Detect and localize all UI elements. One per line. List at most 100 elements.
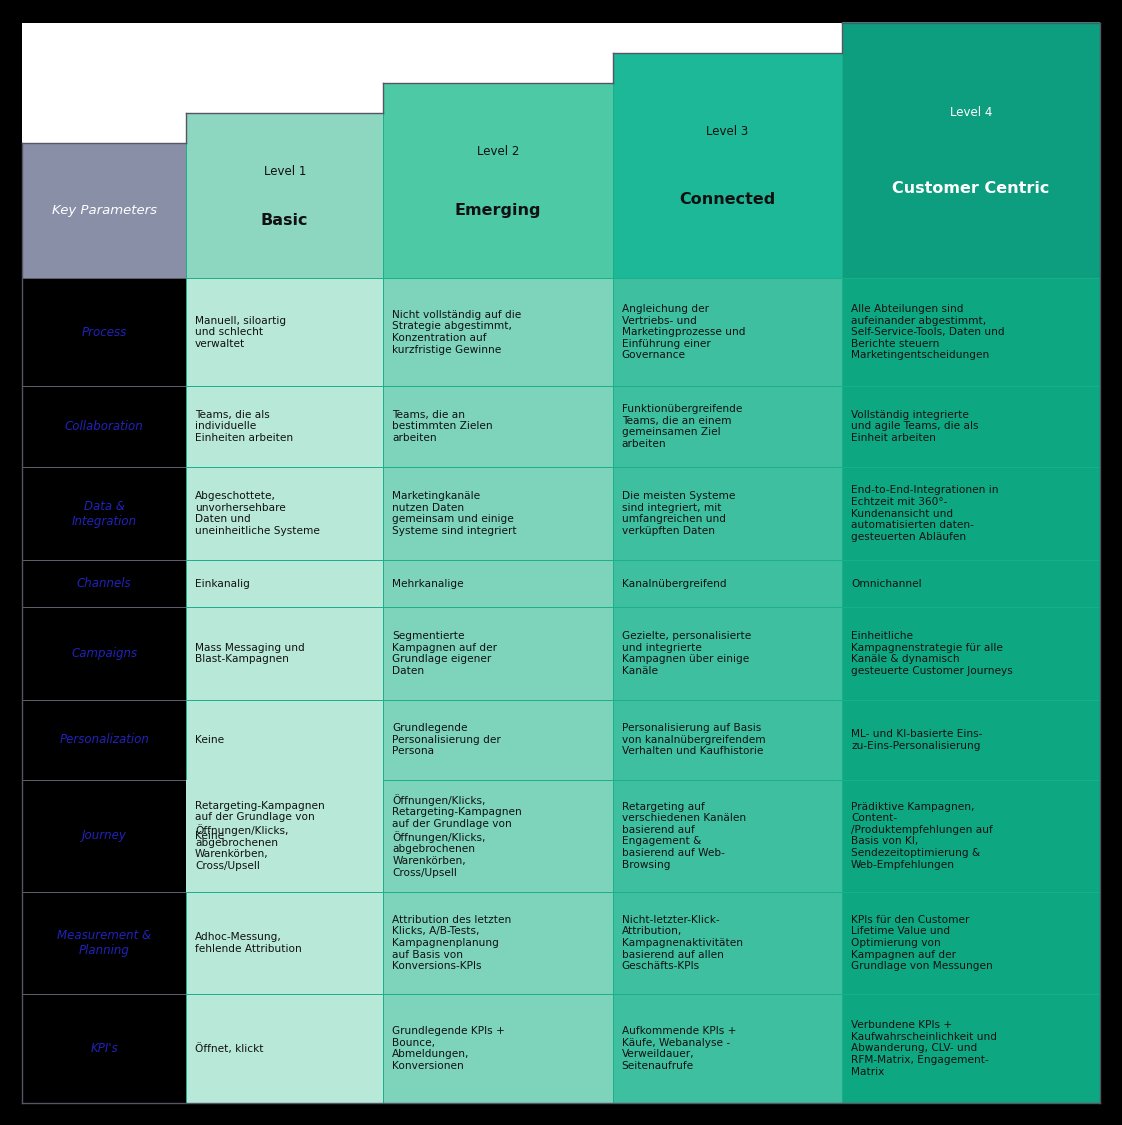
Bar [22,700,186,780]
Text: Level 2: Level 2 [477,145,519,158]
Text: Channels: Channels [77,577,131,591]
Bar [22,279,186,386]
Bar [384,386,613,467]
Bar [613,279,843,386]
Bar [186,386,384,467]
Text: Abgeschottete,
unvorhersehbare
Daten und
uneinheitliche Systeme: Abgeschottete, unvorhersehbare Daten und… [195,492,320,537]
Bar [186,892,384,994]
Text: Funktionübergreifende
Teams, die an einem
gemeinsamen Ziel
arbeiten: Funktionübergreifende Teams, die an eine… [622,404,742,449]
Text: Prädiktive Kampagnen,
Content-
/Produktempfehlungen auf
Basis von KI,
Sendezeito: Prädiktive Kampagnen, Content- /Produkte… [852,802,993,870]
Bar [613,994,843,1102]
Bar [613,608,843,700]
Bar [186,560,384,608]
Text: Teams, die an
bestimmten Zielen
arbeiten: Teams, die an bestimmten Zielen arbeiten [393,410,493,443]
Text: Level 3: Level 3 [706,125,748,138]
Bar [22,892,186,994]
Bar [186,279,384,386]
Bar [843,700,1100,780]
Bar [186,780,384,892]
Text: Teams, die als
individuelle
Einheiten arbeiten: Teams, die als individuelle Einheiten ar… [195,410,293,443]
Text: Key Parameters: Key Parameters [52,205,157,217]
Text: Vollständig integrierte
und agile Teams, die als
Einheit arbeiten: Vollständig integrierte und agile Teams,… [852,410,978,443]
Text: Adhoc-Messung,
fehlende Attribution: Adhoc-Messung, fehlende Attribution [195,933,302,954]
Bar [613,700,843,780]
Text: Level 1: Level 1 [264,164,306,178]
Bar [186,994,384,1102]
Bar [22,994,186,1102]
Text: KPIs für den Customer
Lifetime Value und
Optimierung von
Kampagnen auf der
Grund: KPIs für den Customer Lifetime Value und… [852,915,993,971]
Text: Nicht vollständig auf die
Strategie abgestimmt,
Konzentration auf
kurzfristige G: Nicht vollständig auf die Strategie abge… [393,309,522,354]
Bar [384,892,613,994]
Text: End-to-End-Integrationen in
Echtzeit mit 360°-
Kundenansicht und
automatisierten: End-to-End-Integrationen in Echtzeit mit… [852,486,999,542]
Text: Process: Process [82,325,127,339]
Bar [613,892,843,994]
Text: Data &
Integration: Data & Integration [72,500,137,528]
Bar [22,467,186,560]
Text: Kanalnübergreifend: Kanalnübergreifend [622,578,726,588]
Text: Alle Abteilungen sind
aufeinander abgestimmt,
Self-Service-Tools, Daten und
Beri: Alle Abteilungen sind aufeinander abgest… [852,304,1004,360]
Bar [843,279,1100,386]
Bar [613,780,843,892]
Bar [186,700,384,780]
Text: Öffnet, klickt: Öffnet, klickt [195,1043,264,1054]
Bar [186,467,384,560]
Text: Verbundene KPIs +
Kaufwahrscheinlichkeit und
Abwanderung, CLV- und
RFM-Matrix, E: Verbundene KPIs + Kaufwahrscheinlichkeit… [852,1020,997,1077]
Text: Attribution des letzten
Klicks, A/B-Tests,
Kampagnenplanung
auf Basis von
Konver: Attribution des letzten Klicks, A/B-Test… [393,915,512,971]
Bar [843,994,1100,1102]
Bar [384,608,613,700]
Text: Retargeting auf
verschiedenen Kanälen
basierend auf
Engagement &
basierend auf W: Retargeting auf verschiedenen Kanälen ba… [622,802,746,870]
Bar [613,53,843,279]
Text: Mass Messaging und
Blast-Kampagnen: Mass Messaging und Blast-Kampagnen [195,642,305,665]
Bar [22,780,186,892]
Bar [186,608,384,700]
Text: Personalisierung auf Basis
von kanalnübergreifendem
Verhalten und Kaufhistorie: Personalisierung auf Basis von kanalnübe… [622,723,765,756]
Text: Segmentierte
Kampagnen auf der
Grundlage eigener
Daten: Segmentierte Kampagnen auf der Grundlage… [393,631,497,676]
Text: Basic: Basic [261,213,309,228]
Bar [843,467,1100,560]
Bar [384,83,613,279]
Bar [843,780,1100,892]
Text: Einheitliche
Kampagnenstrategie für alle
Kanäle & dynamisch
gesteuerte Customer : Einheitliche Kampagnenstrategie für alle… [852,631,1013,676]
Bar [843,892,1100,994]
Bar [613,467,843,560]
Bar [843,22,1100,279]
Text: Collaboration: Collaboration [65,420,144,433]
Bar [613,560,843,608]
Text: Die meisten Systeme
sind integriert, mit
umfangreichen und
verküpften Daten: Die meisten Systeme sind integriert, mit… [622,492,735,537]
Bar [22,386,186,467]
Text: Gezielte, personalisierte
und integrierte
Kampagnen über einige
Kanäle: Gezielte, personalisierte und integriert… [622,631,751,676]
Text: Journey: Journey [82,829,127,843]
Bar [186,114,384,279]
Text: Grundlegende
Personalisierung der
Persona: Grundlegende Personalisierung der Person… [393,723,502,756]
Text: Nicht-letzter-Klick-
Attribution,
Kampagnenaktivitäten
basierend auf allen
Gesch: Nicht-letzter-Klick- Attribution, Kampag… [622,915,743,971]
Bar [384,780,613,892]
Bar [22,560,186,608]
Text: Keine: Keine [195,735,224,745]
Text: KPI's: KPI's [91,1042,118,1055]
Bar [384,994,613,1102]
Bar [613,386,843,467]
Text: Customer Centric: Customer Centric [892,181,1049,197]
Text: Manuell, siloartig
und schlecht
verwaltet: Manuell, siloartig und schlecht verwalte… [195,315,286,349]
Text: Level 4: Level 4 [949,106,992,118]
Bar [22,144,186,279]
Text: Marketingkanäle
nutzen Daten
gemeinsam und einige
Systeme sind integriert: Marketingkanäle nutzen Daten gemeinsam u… [393,492,517,537]
Text: Öffnungen/Klicks,
Retargeting-Kampagnen
auf der Grundlage von
Öffnungen/Klicks,
: Öffnungen/Klicks, Retargeting-Kampagnen … [393,794,522,878]
Text: Measurement &
Planning: Measurement & Planning [57,929,151,957]
Text: Einkanalig: Einkanalig [195,578,250,588]
Text: Campaigns: Campaigns [71,647,137,660]
Text: Personalization: Personalization [59,734,149,746]
Text: Retargeting-Kampagnen
auf der Grundlage von
Öffnungen/Klicks,
abgebrochenen
Ware: Retargeting-Kampagnen auf der Grundlage … [195,801,325,871]
Bar [384,700,613,780]
Bar [22,608,186,700]
Bar [843,560,1100,608]
Text: Angleichung der
Vertriebs- und
Marketingprozesse und
Einführung einer
Governance: Angleichung der Vertriebs- und Marketing… [622,304,745,360]
Bar [843,386,1100,467]
Text: Keine: Keine [195,830,224,840]
Text: Grundlegende KPIs +
Bounce,
Abmeldungen,
Konversionen: Grundlegende KPIs + Bounce, Abmeldungen,… [393,1026,505,1071]
Text: Emerging: Emerging [454,202,541,217]
Bar [186,780,384,892]
Text: ML- und KI-basierte Eins-
zu-Eins-Personalisierung: ML- und KI-basierte Eins- zu-Eins-Person… [852,729,983,750]
Bar [384,279,613,386]
Bar [384,467,613,560]
